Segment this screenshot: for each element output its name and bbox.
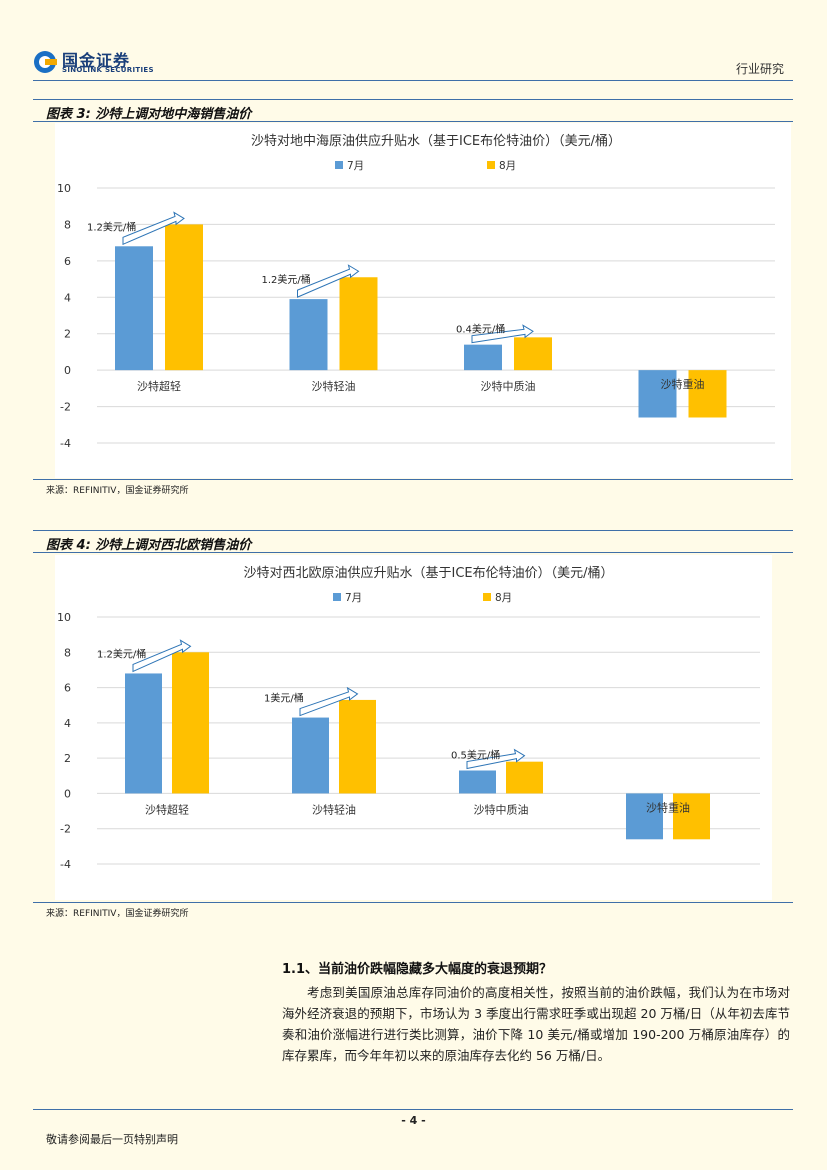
x-tick-label: 沙特重油: [646, 800, 690, 814]
y-tick-label: 6: [64, 255, 71, 268]
annotation-label-0: 1.2美元/桶: [87, 220, 136, 233]
x-tick-label: 沙特超轻: [145, 802, 189, 816]
legend-label-1: 8月: [499, 160, 516, 172]
y-tick-label: 4: [64, 717, 71, 730]
figure-4-bottom-rule: [33, 902, 793, 903]
bar-7月-沙特重油: [638, 370, 677, 418]
y-tick-label: 2: [64, 328, 71, 341]
footer-rule: [33, 1109, 793, 1110]
figure-4-chart: 沙特对西北欧原油供应升贴水（基于ICE布伦特油价）（美元/桶） 7月 8月 10 8 6 4…: [57, 565, 760, 871]
y-tick-label: 0: [64, 787, 71, 800]
figure-3-bottom-rule: [33, 479, 793, 480]
footer-disclaimer: 敬请参阅最后一页特别声明: [46, 1133, 178, 1146]
logo-icon: [34, 51, 57, 73]
figure-3-chart: 沙特对地中海原油供应升贴水（基于ICE布伦特油价）（美元/桶） 7月 8月 10 8 6 4…: [57, 133, 775, 450]
annotation-arrow-2: [471, 324, 534, 344]
bar-8月-沙特轻油: [339, 277, 378, 371]
y-tick-label: 10: [57, 611, 71, 624]
bar-7月-沙特超轻: [125, 673, 162, 794]
legend-label-1: 8月: [495, 592, 512, 604]
legend-swatch-0: [333, 593, 341, 601]
bar-8月-沙特中质油: [506, 761, 543, 794]
y-tick-label: -2: [60, 401, 71, 414]
annotation-arrow-0: [132, 639, 192, 673]
annotation-arrow-2: [466, 748, 526, 770]
annotation-label-2: 0.5美元/桶: [451, 748, 500, 761]
y-tick-label: 4: [64, 291, 71, 304]
y-tick-label: 8: [64, 218, 71, 231]
legend-swatch-1: [487, 161, 495, 169]
bar-7月-沙特重油: [626, 793, 663, 840]
y-tick-label: 0: [64, 364, 71, 377]
figure-4-top-rule: [33, 530, 793, 531]
figure-3-source: 来源：REFINITIV，国金证券研究所: [46, 486, 189, 496]
annotation-arrow-1: [299, 686, 359, 717]
logo-text-cn: 国金证券: [62, 51, 131, 70]
legend-swatch-1: [483, 593, 491, 601]
x-tick-label: 沙特超轻: [137, 379, 181, 393]
chart-title: 沙特对地中海原油供应升贴水（基于ICE布伦特油价）（美元/桶）: [251, 133, 621, 149]
y-tick-label: 2: [64, 752, 71, 765]
x-tick-label: 沙特轻油: [312, 802, 356, 816]
legend-label-0: 7月: [347, 160, 364, 172]
bar-8月-沙特中质油: [514, 337, 552, 371]
annotation-label-1: 1.2美元/桶: [262, 273, 311, 286]
y-tick-label: 8: [64, 646, 71, 659]
x-tick-label: 沙特重油: [661, 377, 705, 391]
bar-7月-沙特轻油: [292, 717, 329, 794]
annotation-arrow-0: [122, 211, 185, 246]
section-paragraph: 考虑到美国原油总库存同油价的高度相关性，按照当前的油价跌幅，我们认为在市场对海外…: [282, 985, 790, 1063]
x-tick-label: 沙特中质油: [481, 379, 536, 393]
page-number: - 4 -: [401, 1114, 426, 1127]
section-heading: 1.1、当前油价跌幅隐藏多大幅度的衰退预期？: [282, 962, 553, 977]
bar-7月-沙特超轻: [115, 246, 153, 371]
y-tick-label: -2: [60, 823, 71, 836]
chart-title: 沙特对西北欧原油供应升贴水（基于ICE布伦特油价）（美元/桶）: [243, 565, 613, 581]
legend-label-0: 7月: [345, 592, 362, 604]
bar-8月-沙特超轻: [172, 652, 209, 794]
y-tick-label: 10: [57, 182, 71, 195]
header-category: 行业研究: [735, 62, 784, 76]
logo-text-en: SINOLINK SECURITIES: [62, 66, 154, 74]
y-tick-label: -4: [60, 437, 71, 450]
bar-8月-沙特重油: [673, 793, 710, 840]
figure-4-source: 来源：REFINITIV，国金证券研究所: [46, 909, 189, 919]
figure-4-chart-area: 沙特对西北欧原油供应升贴水（基于ICE布伦特油价）（美元/桶） 7月 8月 10 8 6 4…: [55, 555, 772, 900]
legend-swatch-0: [335, 161, 343, 169]
bar-7月-沙特中质油: [459, 770, 496, 794]
y-tick-label: -4: [60, 858, 71, 871]
bar-8月-沙特重油: [688, 370, 727, 418]
bar-8月-沙特超轻: [165, 224, 203, 371]
annotation-arrow-1: [297, 264, 360, 298]
figure-3-chart-area: 沙特对地中海原油供应升贴水（基于ICE布伦特油价）（美元/桶） 7月 8月 10 8 6 4…: [55, 123, 791, 478]
annotation-label-2: 0.4美元/桶: [456, 323, 505, 336]
figure-4-title-rule: [33, 552, 793, 553]
annotation-label-1: 1美元/桶: [264, 692, 304, 705]
bar-8月-沙特轻油: [339, 699, 376, 794]
x-tick-label: 沙特中质油: [474, 802, 529, 816]
x-tick-label: 沙特轻油: [312, 379, 356, 393]
figure-4-title: 图表 4: 沙特上调对西北欧销售油价: [46, 538, 252, 553]
y-tick-label: 6: [64, 682, 71, 695]
bar-7月-沙特轻油: [289, 299, 328, 371]
figure-3-title-rule: [33, 121, 793, 122]
header-rule: [33, 80, 793, 81]
annotation-label-0: 1.2美元/桶: [97, 647, 146, 660]
bar-7月-沙特中质油: [464, 344, 502, 371]
figure-3-title: 图表 3: 沙特上调对地中海销售油价: [46, 107, 252, 122]
figure-3-top-rule: [33, 99, 793, 100]
